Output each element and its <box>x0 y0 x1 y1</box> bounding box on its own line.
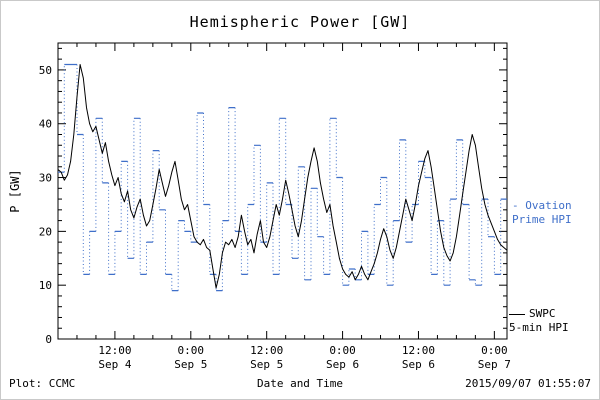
plot-border <box>57 42 508 340</box>
x-tick-label-date: Sep 6 <box>326 358 359 371</box>
x-tick-label-time: 0:00 <box>178 344 205 357</box>
x-tick-label-date: Sep 6 <box>402 358 435 371</box>
x-tick-label-date: Sep 5 <box>250 358 283 371</box>
plot-source-label: Plot: CCMC <box>9 377 76 390</box>
x-tick-label-time: 0:00 <box>329 344 356 357</box>
x-tick-label-date: Sep 4 <box>98 358 131 371</box>
x-tick-label-time: 0:00 <box>481 344 508 357</box>
x-tick-label-time: 12:00 <box>98 344 131 357</box>
legend-swpc-line2: 5-min HPI <box>509 321 569 334</box>
legend-ovation-prime-hpi: - Ovation Prime HPI <box>512 199 572 227</box>
legend-ovation-line1: - Ovation <box>512 199 572 212</box>
y-tick-label: 40 <box>39 118 52 131</box>
swpc-line-key-icon <box>509 313 525 315</box>
ovation-step-verticals <box>63 64 502 291</box>
y-tick-label: 50 <box>39 64 52 77</box>
x-tick-label-time: 12:00 <box>402 344 435 357</box>
x-tick-label-time: 12:00 <box>250 344 283 357</box>
legend-swpc-5min-hpi: SWPC 5-min HPI <box>509 307 569 335</box>
y-tick-label: 20 <box>39 225 52 238</box>
y-tick-label: 10 <box>39 279 52 292</box>
y-tick-label: 0 <box>45 333 52 346</box>
x-axis-label: Date and Time <box>256 377 344 390</box>
chart-title: Hemispheric Power [GW] <box>189 13 411 31</box>
swpc-line <box>57 64 508 289</box>
y-tick-label: 30 <box>39 172 52 185</box>
x-tick-label-date: Sep 5 <box>174 358 207 371</box>
legend-swpc-line1: SWPC <box>529 307 556 320</box>
plot-timestamp: 2015/09/07 01:55:07 <box>465 377 591 390</box>
ovation-step-line <box>58 63 507 292</box>
legend-ovation-line2: Prime HPI <box>512 213 572 226</box>
x-tick-label-date: Sep 7 <box>478 358 511 371</box>
